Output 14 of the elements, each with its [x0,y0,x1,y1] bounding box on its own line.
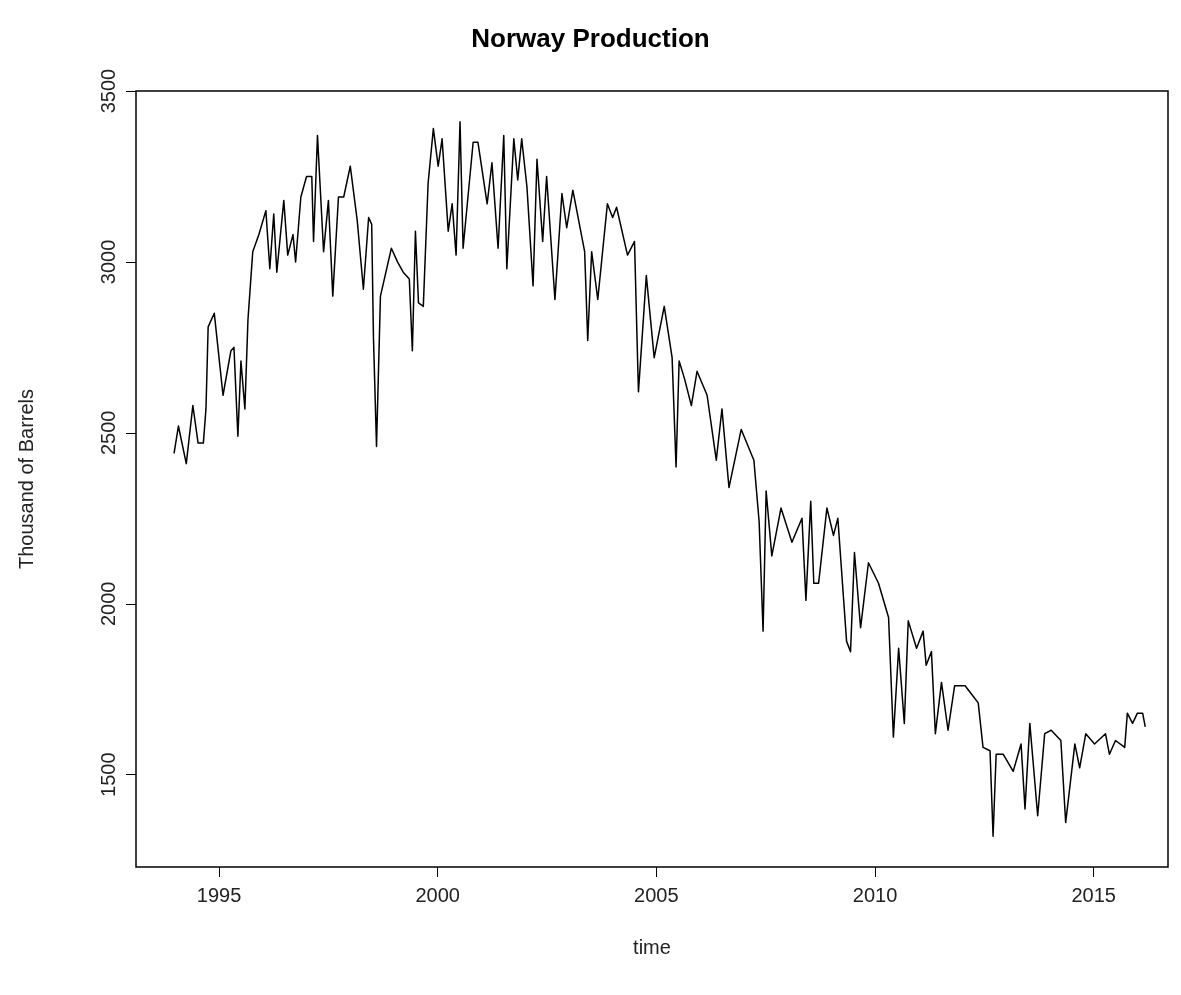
x-tick-label: 2005 [634,884,679,906]
y-tick-label: 3500 [97,68,119,114]
y-tick-label: 2000 [97,581,119,627]
y-tick-label: 3000 [97,239,119,285]
y-tick-label: 1500 [97,752,119,797]
x-tick-label: 2000 [415,884,460,906]
x-tick-label: 2015 [1071,884,1116,906]
y-axis-title: Thousand of Barrels [15,388,37,570]
chart-title: Norway Production [471,23,710,53]
y-tick-label: 2500 [97,410,119,456]
x-tick-label: 1995 [196,884,242,906]
x-axis-title: time [633,936,671,958]
line-series [173,121,1147,837]
x-tick-label: 2010 [852,884,898,906]
